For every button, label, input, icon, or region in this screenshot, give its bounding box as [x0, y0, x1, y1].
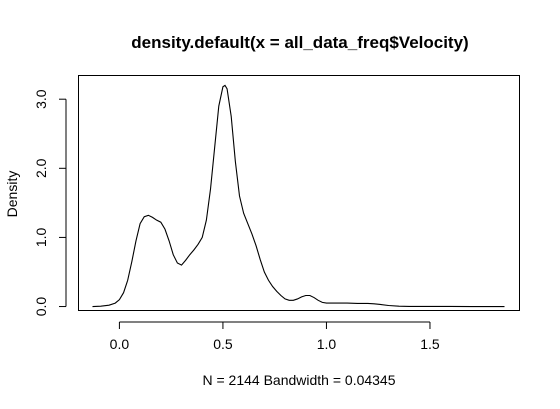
- y-axis-label: Density: [4, 171, 20, 218]
- density-curve: [92, 84, 505, 308]
- chart-title: density.default(x = all_data_freq$Veloci…: [131, 33, 468, 52]
- y-tick-label: 0.0: [33, 297, 49, 317]
- x-axis: 0.0 0.5 1.0 1.5: [110, 321, 440, 352]
- y-axis: 0.0 1.0 2.0 3.0: [33, 89, 67, 317]
- x-tick-label: 0.0: [110, 336, 130, 352]
- plot-frame: [78, 75, 520, 311]
- x-tick-label: 0.5: [213, 336, 233, 352]
- x-tick-label: 1.5: [420, 336, 440, 352]
- y-tick-label: 1.0: [33, 227, 49, 247]
- y-tick-label: 2.0: [33, 158, 49, 178]
- x-tick-label: 1.0: [317, 336, 337, 352]
- x-axis-label: N = 2144 Bandwidth = 0.04345: [202, 372, 395, 388]
- density-curve-layer: [92, 84, 505, 308]
- y-tick-label: 3.0: [33, 89, 49, 109]
